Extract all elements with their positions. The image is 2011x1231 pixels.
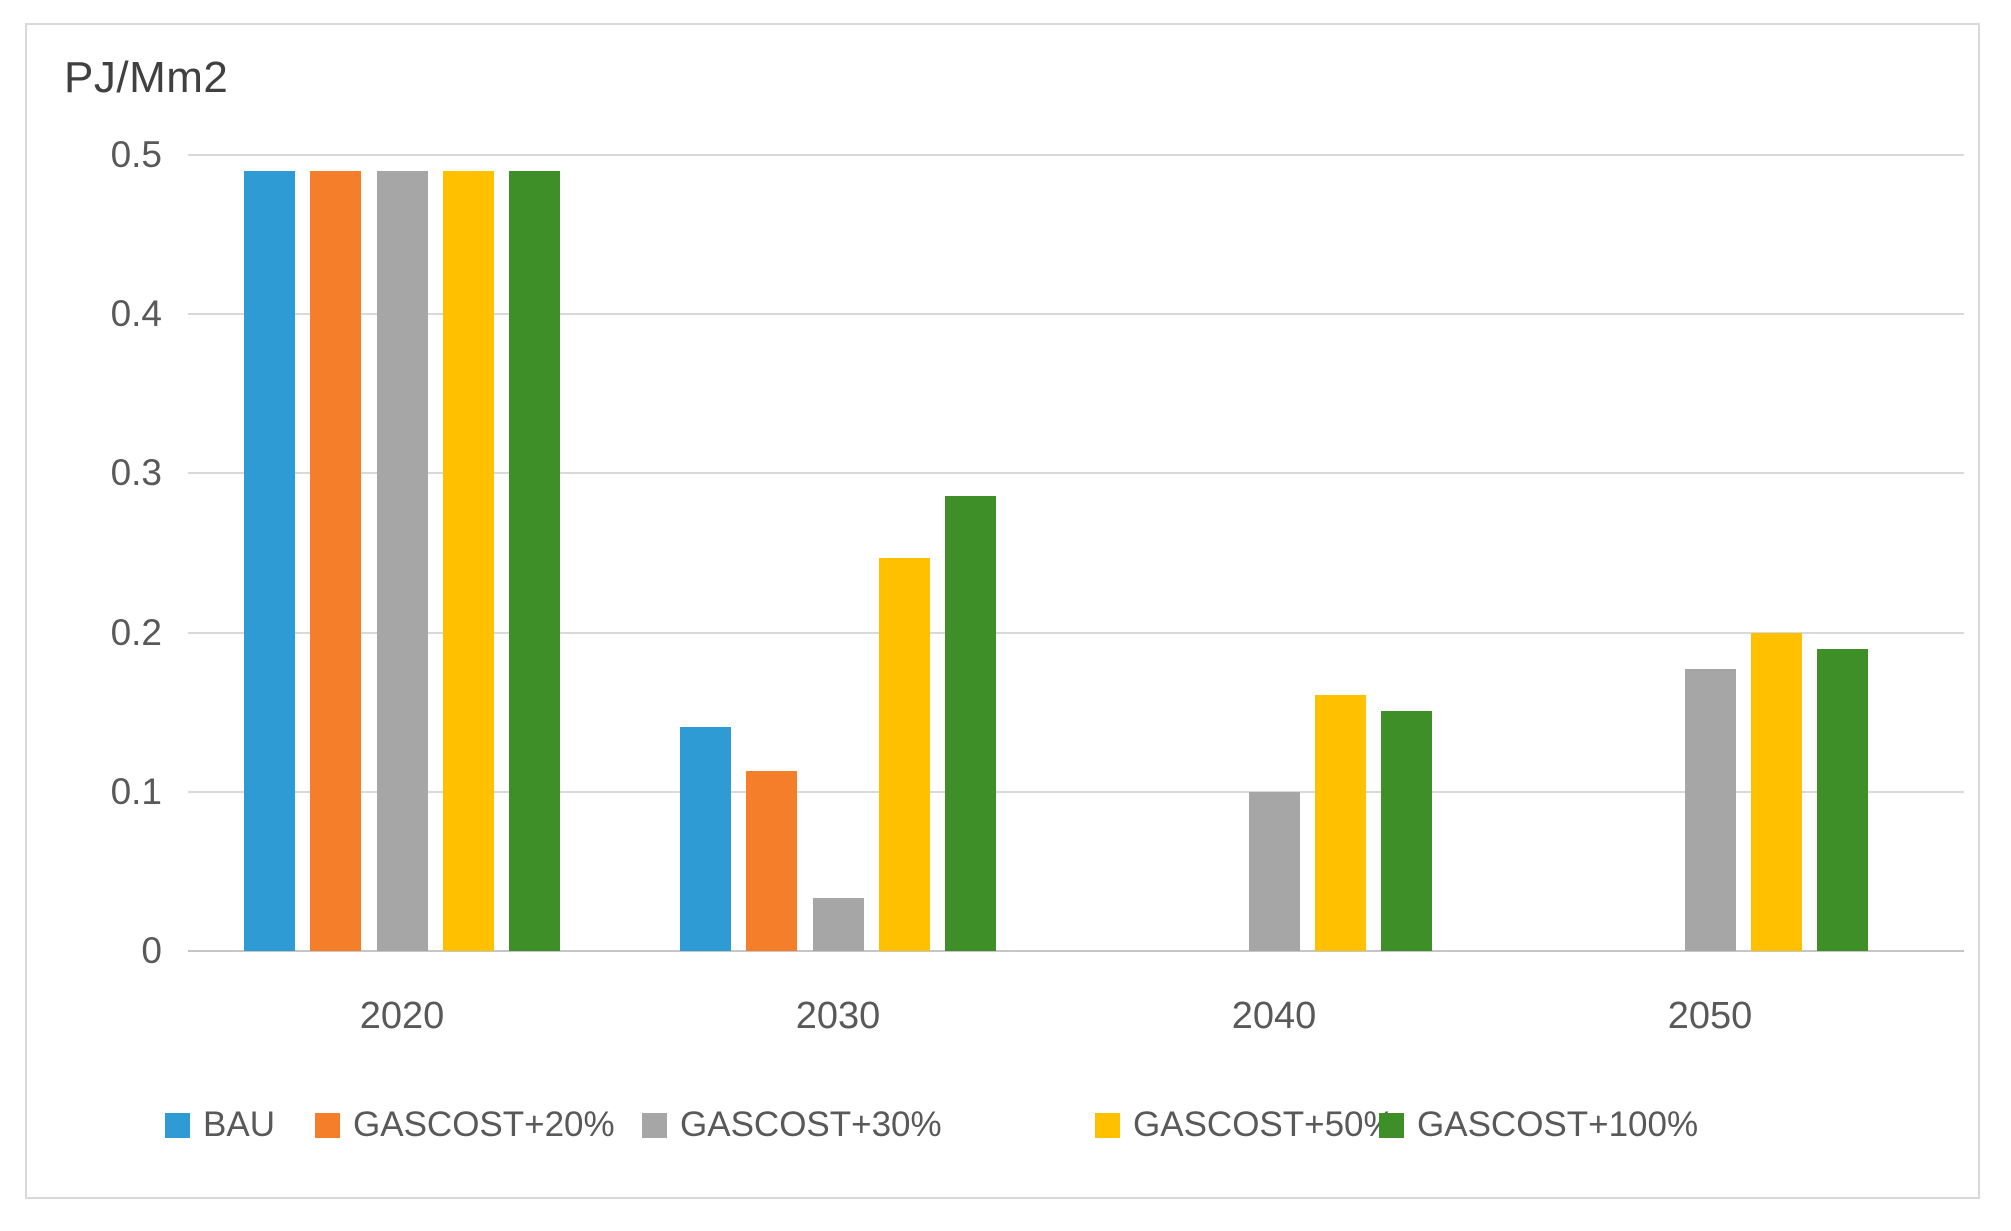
y-axis-tick-label: 0.3 — [110, 452, 162, 494]
bar-2030-series-5 — [945, 495, 997, 951]
gridline — [188, 313, 1964, 316]
legend-label: GASCOST+30% — [680, 1105, 942, 1144]
bar-2020-series-3 — [376, 170, 428, 951]
bar-2020-series-2 — [310, 170, 362, 951]
y-axis-tick-label: 0 — [141, 930, 162, 971]
x-axis-category-label: 2020 — [359, 995, 445, 1037]
gridline — [188, 631, 1964, 634]
chart-frame: PJ/Mm2 0.5 0.4 0.3 0.2 0.1 0 2020 2030 2040 2050 … — [25, 23, 1980, 1199]
bar-2040-series-3 — [1248, 791, 1300, 951]
x-axis-category-label: 2050 — [1667, 995, 1753, 1037]
bar-2020-series-1 — [243, 170, 295, 951]
y-axis-tick-label: 0.1 — [110, 770, 162, 812]
bar-2030-series-1 — [679, 726, 731, 951]
legend-label: BAU — [203, 1105, 275, 1144]
legend-item-1: BAU — [165, 1100, 275, 1150]
bar-2030-series-3 — [812, 898, 864, 951]
legend-swatch-icon — [642, 1112, 667, 1138]
legend-swatch-icon — [1379, 1112, 1404, 1138]
legend-swatch-icon — [165, 1112, 190, 1138]
bar-2050-series-5 — [1817, 648, 1869, 951]
x-axis-category-label: 2040 — [1231, 995, 1317, 1037]
y-axis-tick-label: 0.5 — [110, 134, 162, 175]
bar-2040-series-5 — [1381, 710, 1433, 951]
legend-label: GASCOST+100% — [1417, 1105, 1699, 1144]
chart-title: PJ/Mm2 — [64, 53, 229, 102]
gridline — [188, 154, 1964, 156]
legend-label: GASCOST+50% — [1133, 1105, 1395, 1144]
legend-label: GASCOST+20% — [353, 1105, 615, 1144]
bar-2030-series-4 — [878, 557, 930, 951]
bar-2030-series-2 — [746, 771, 798, 951]
bar-2040-series-4 — [1314, 694, 1366, 951]
legend-swatch-icon — [315, 1112, 340, 1138]
legend-item-4: GASCOST+50% — [1095, 1100, 1395, 1150]
bar-2050-series-4 — [1750, 632, 1802, 951]
gridline — [188, 472, 1964, 475]
y-axis-tick-label: 0.2 — [110, 611, 162, 653]
legend-item-3: GASCOST+30% — [642, 1100, 942, 1150]
gridline — [188, 790, 1964, 793]
legend-item-5: GASCOST+100% — [1379, 1100, 1698, 1150]
y-axis-tick-label: 0.4 — [110, 293, 162, 335]
legend-item-2: GASCOST+20% — [315, 1100, 615, 1150]
bar-2020-series-5 — [509, 170, 561, 951]
x-axis-category-label: 2030 — [795, 995, 881, 1037]
bar-2020-series-4 — [442, 170, 494, 951]
bar-2050-series-3 — [1684, 669, 1736, 951]
x-axis-line — [188, 950, 1964, 952]
legend-swatch-icon — [1095, 1112, 1120, 1138]
